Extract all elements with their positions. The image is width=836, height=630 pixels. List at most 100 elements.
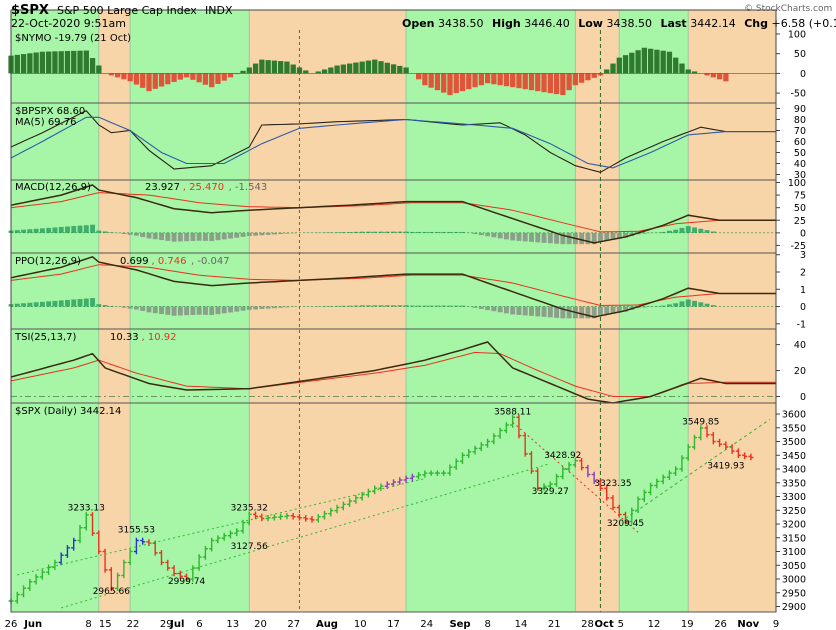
macd-hist-bar (685, 226, 691, 233)
macd-hist-bar (209, 232, 215, 242)
price-annotation: 3235.32 (231, 503, 268, 513)
macd-hist-bar (667, 230, 672, 233)
macd-hist-bar (284, 232, 290, 234)
price-annotation: 3588.11 (494, 408, 531, 418)
nymo-bar (585, 73, 591, 81)
nymo-bar (83, 50, 89, 74)
ppo-hist-bar (491, 306, 497, 312)
indicator-value: 10.33 (110, 332, 139, 343)
ppo-hist-bar (372, 305, 378, 307)
time-band-5 (406, 10, 576, 612)
macd-hist-bar (90, 224, 96, 233)
nymo-bar (152, 73, 158, 89)
macd-hist-bar (134, 232, 139, 236)
ppo-hist-bar (271, 306, 277, 309)
nymo-bar (127, 73, 133, 82)
nymo-bar (265, 60, 271, 74)
background-bands (11, 10, 776, 612)
macd-hist-bar (472, 232, 478, 235)
y-tick-label: 3350 (782, 478, 806, 489)
ppo-hist-bar (535, 306, 541, 317)
price-annotation: 3155.53 (118, 525, 155, 535)
macd-hist-bar (535, 232, 541, 243)
macd-hist-bar (184, 232, 190, 242)
y-tick-label: 0 (800, 69, 806, 80)
bpspx-title: $BPSPX 68.60 (15, 106, 85, 117)
y-tick-label: 3000 (782, 575, 806, 586)
ppo-hist-bar (46, 301, 52, 307)
ppo-hist-bar (221, 306, 227, 314)
ppo-hist-bar (409, 305, 415, 307)
ppo-hist-bar (340, 305, 346, 307)
macd-hist-bar (397, 231, 403, 233)
macd-hist-bar (27, 229, 33, 233)
price-annotation: 3233.13 (68, 503, 105, 513)
macd-hist-bar (598, 232, 603, 242)
price-annotation: 3419.93 (707, 461, 744, 471)
y-tick-label: 3100 (782, 547, 806, 558)
nymo-bar (353, 62, 359, 74)
y-tick-label: 50 (794, 203, 806, 214)
copyright-label: © StockCharts.com (744, 4, 833, 14)
macd-hist-bar (478, 232, 484, 236)
nymo-bar (629, 52, 635, 74)
price-annotation: 2999.74 (168, 577, 205, 587)
nymo-bar (428, 73, 434, 88)
ppo-hist-bar (14, 303, 20, 307)
macd-hist-bar (265, 232, 271, 235)
nymo-bar (215, 73, 221, 84)
macd-hist-bar (121, 232, 127, 234)
x-tick-label: 21 (548, 619, 561, 630)
y-tick-label: 2900 (782, 602, 806, 613)
nymo-bar (234, 73, 240, 75)
nymo-bar (478, 73, 484, 86)
nymo-bar (27, 53, 33, 74)
indicator-value: , -1.543 (229, 182, 268, 193)
macd-hist-bar (152, 232, 158, 240)
indicator-value: , 25.470 (183, 182, 224, 193)
y-tick-label: 3050 (782, 561, 806, 572)
nymo-bar (227, 73, 234, 78)
x-tick-label: Jul (169, 619, 184, 630)
nymo-bar (284, 61, 290, 74)
x-tick-label: 5 (618, 619, 624, 630)
ppo-hist-bar (184, 306, 190, 316)
x-tick-label: 27 (287, 619, 300, 630)
y-tick-label: 3550 (782, 423, 806, 434)
macd-hist-bar (529, 232, 534, 242)
macd-hist-bar (259, 232, 265, 236)
nymo-bar (71, 50, 77, 74)
tsi-title: TSI(25,13,7) (14, 332, 76, 343)
y-tick-label: 3500 (782, 437, 806, 448)
ppo-hist-bar (121, 306, 127, 308)
nymo-bar (221, 73, 227, 81)
x-tick-label: Nov (737, 619, 759, 630)
ppo-hist-bar (660, 305, 666, 307)
ppo-hist-bar (610, 306, 616, 314)
y-tick-label: 3300 (782, 492, 806, 503)
nymo-bar (89, 58, 96, 74)
nymo-bar (271, 60, 278, 74)
macd-hist-bar (353, 231, 359, 233)
macd-hist-bar (516, 232, 522, 241)
price-annotation: 3549.85 (682, 417, 719, 427)
exchange-label: INDX (205, 4, 233, 17)
nymo-bar (64, 51, 71, 74)
y-tick-label: 2 (800, 268, 806, 279)
ppo-hist-bar (673, 303, 679, 307)
ppo-hist-bar (96, 304, 102, 307)
ppo-hist-bar (196, 306, 202, 315)
ppo-hist-bar (529, 306, 534, 316)
y-tick-label: 3200 (782, 520, 806, 531)
ppo-hist-bar (146, 306, 152, 313)
nymo-bar (252, 63, 259, 74)
ppo-hist-bar (692, 300, 697, 307)
nymo-bar (278, 61, 284, 74)
ppo-hist-bar (560, 306, 566, 319)
macd-hist-bar (422, 231, 428, 233)
macd-hist-bar (447, 231, 453, 233)
high-value: 3446.40 (524, 17, 570, 30)
nymo-bar (441, 73, 447, 93)
macd-hist-bar (340, 232, 346, 233)
